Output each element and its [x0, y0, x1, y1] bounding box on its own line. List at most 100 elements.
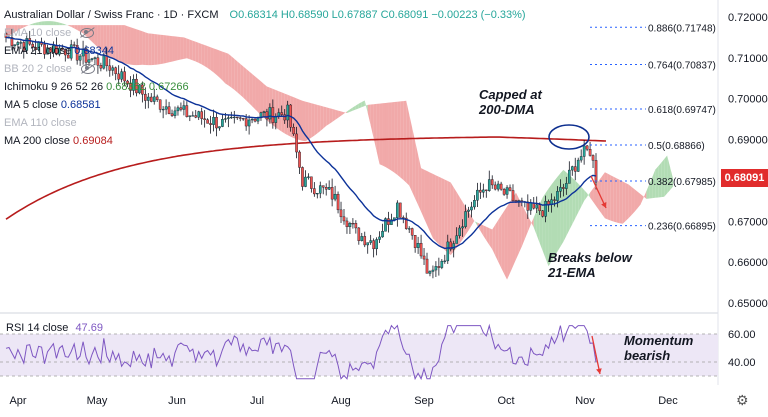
- current-price-tag: 0.68091: [721, 169, 768, 187]
- candle-body: [232, 116, 236, 119]
- candle-body: [369, 240, 372, 243]
- cap-highlight-ellipse: [548, 124, 590, 150]
- ichimoku-cloud-segment: [341, 111, 344, 116]
- candle-body: [461, 226, 464, 229]
- candle-body: [230, 116, 233, 119]
- candle-body: [318, 185, 322, 194]
- candle-body: [316, 193, 319, 195]
- ichimoku-cloud-segment: [631, 186, 635, 216]
- eye-hidden-icon[interactable]: [80, 64, 95, 74]
- candle-body: [493, 184, 497, 190]
- ichimoku-cloud-segment: [459, 197, 463, 244]
- candle-body: [384, 218, 387, 232]
- candle-body: [66, 54, 70, 59]
- ichimoku-cloud-segment: [441, 178, 445, 250]
- ohlc-readout: O0.68314 H0.68590 L0.67887 C0.68091 −0.0…: [229, 9, 526, 21]
- ichimoku-cloud-segment: [581, 186, 585, 207]
- ichimoku-cloud-segment: [189, 39, 193, 61]
- candle-body: [399, 202, 402, 218]
- ichimoku-cloud-segment: [201, 43, 205, 67]
- ichimoku-cloud-segment: [278, 91, 282, 132]
- candle-body: [594, 160, 598, 183]
- legend-indicator-row[interactable]: EMA 21 close 0.68344: [4, 42, 529, 60]
- candle-body: [170, 113, 174, 116]
- ichimoku-cloud-segment: [172, 36, 175, 62]
- candle-body: [307, 176, 310, 178]
- candle-body: [487, 179, 491, 191]
- ichimoku-cloud-segment: [427, 171, 430, 232]
- candle-body: [431, 269, 435, 272]
- ichimoku-cloud-segment: [11, 25, 15, 34]
- ichimoku-cloud-segment: [308, 102, 312, 140]
- gear-icon[interactable]: ⚙: [736, 392, 749, 408]
- candle-body: [206, 119, 209, 124]
- indicator-value: 0.68362 0.67266: [106, 81, 189, 93]
- ichimoku-cloud-segment: [432, 173, 436, 242]
- candle-body: [158, 99, 162, 110]
- ichimoku-cloud-segment: [492, 224, 496, 256]
- candle-body: [61, 47, 64, 50]
- ichimoku-cloud-segment: [604, 172, 608, 220]
- down-arrow-rsi-head: [596, 368, 602, 374]
- candle-body: [179, 107, 183, 110]
- candle-body: [508, 187, 512, 191]
- candle-body: [576, 159, 580, 172]
- ichimoku-cloud-segment: [507, 201, 511, 280]
- ichimoku-cloud-segment: [109, 25, 113, 59]
- ichimoku-cloud-segment: [524, 210, 528, 239]
- candle-body: [155, 96, 159, 100]
- candle-body: [221, 119, 224, 127]
- candle-body: [167, 106, 171, 114]
- legend-indicator-row[interactable]: EMA 110 close: [4, 114, 529, 132]
- ichimoku-cloud-segment: [47, 21, 51, 26]
- eye-hidden-icon[interactable]: [80, 28, 95, 38]
- legend-indicator-row[interactable]: EMA 10 close: [4, 24, 529, 42]
- ichimoku-cloud-segment: [403, 100, 407, 183]
- ichimoku-cloud-segment: [59, 22, 63, 26]
- legend-indicator-row[interactable]: BB 20 2 close: [4, 60, 529, 78]
- ichimoku-cloud-segment: [258, 78, 261, 116]
- ichimoku-cloud-segment: [281, 92, 285, 134]
- candle-body: [182, 105, 186, 110]
- candle-body: [437, 266, 441, 268]
- ichimoku-cloud-segment: [438, 176, 442, 248]
- rsi-label[interactable]: RSI 14 close: [6, 322, 69, 334]
- candle-body: [238, 117, 242, 119]
- legend-indicator-row[interactable]: MA 200 close 0.69084: [4, 132, 529, 150]
- ichimoku-cloud-segment: [462, 201, 466, 240]
- ichimoku-cloud-segment: [305, 101, 309, 142]
- candle-body: [72, 44, 76, 46]
- ichimoku-cloud-segment: [435, 175, 439, 245]
- candle-body: [490, 179, 494, 186]
- ichimoku-cloud-segment: [213, 48, 217, 75]
- symbol-title[interactable]: Australian Dollar / Swiss Franc · 1D · F…: [4, 9, 219, 21]
- annotation-breaks-line2: 21-EMA: [548, 265, 596, 280]
- legend-indicator-row[interactable]: Ichimoku 9 26 52 26 0.68362 0.67266: [4, 78, 529, 96]
- ichimoku-cloud-segment: [610, 175, 614, 222]
- candle-body: [375, 239, 378, 250]
- price-axis-label: 0.72000: [728, 12, 768, 24]
- candle-body: [324, 187, 328, 190]
- candle-body: [336, 193, 340, 211]
- ichimoku-cloud-segment: [32, 22, 36, 26]
- ichimoku-cloud-segment: [376, 103, 380, 165]
- ichimoku-cloud-segment: [536, 204, 540, 243]
- legend-indicator-row[interactable]: MA 5 close 0.68581: [4, 96, 529, 114]
- candle-body: [147, 96, 150, 101]
- time-axis-label: Jun: [168, 395, 186, 407]
- candle-body: [108, 65, 112, 71]
- candle-body: [360, 236, 364, 241]
- candle-body: [120, 71, 123, 80]
- ichimoku-cloud-segment: [382, 102, 386, 168]
- ichimoku-cloud-segment: [661, 159, 665, 198]
- candle-body: [46, 47, 49, 55]
- ichimoku-cloud-segment: [296, 98, 300, 140]
- candle-body: [176, 107, 180, 112]
- indicator-label: MA 5 close: [4, 99, 58, 111]
- candle-body: [396, 202, 399, 218]
- candle-body: [25, 38, 29, 51]
- candle-body: [345, 220, 349, 228]
- candle-body: [366, 242, 370, 246]
